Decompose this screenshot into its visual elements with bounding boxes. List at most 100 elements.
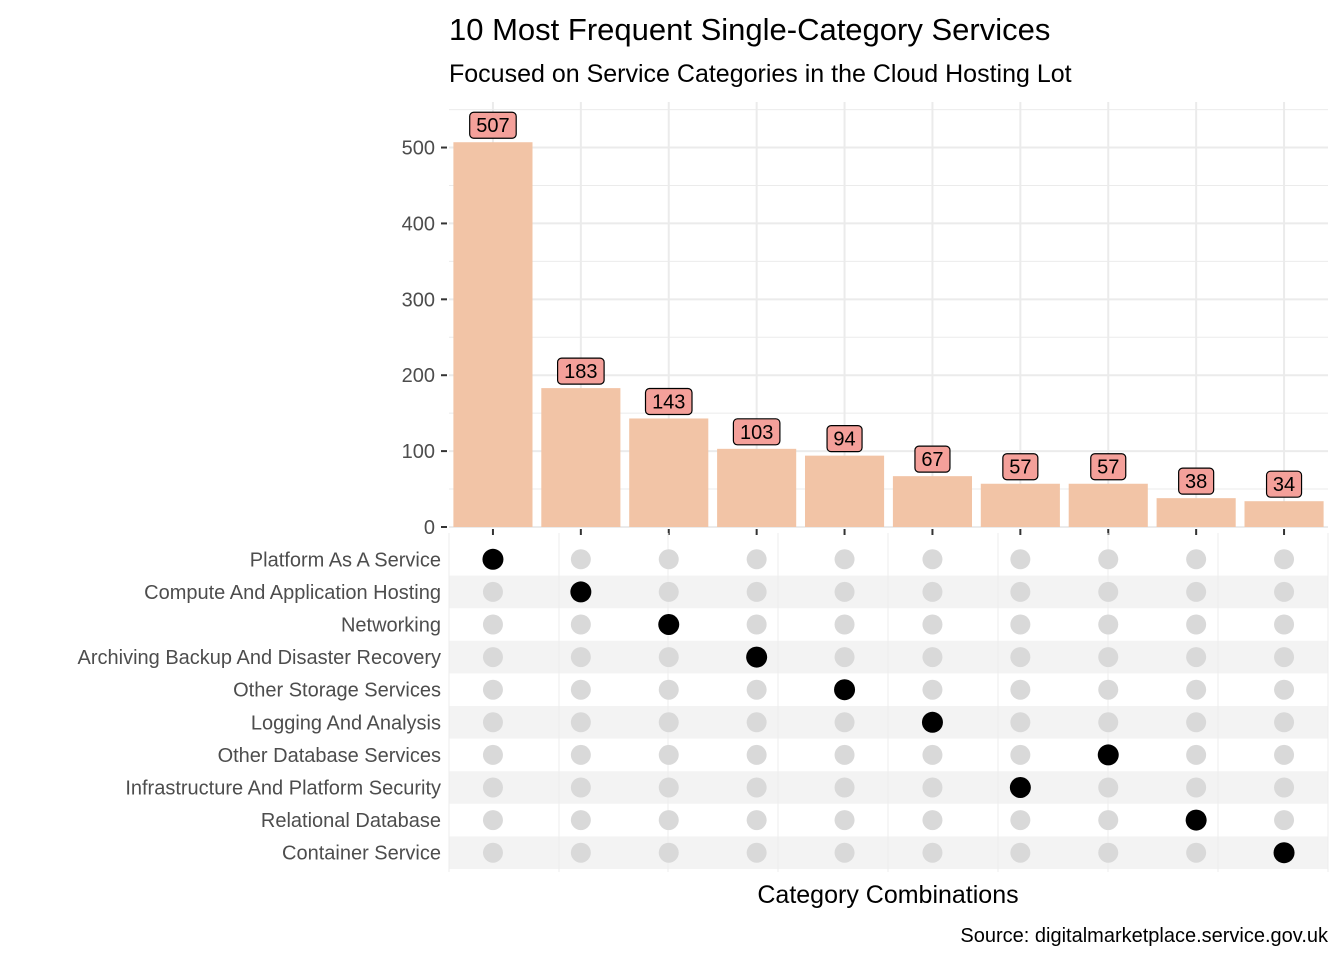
matrix-dot-inactive: [1010, 842, 1031, 863]
bar: [892, 476, 973, 527]
matrix-dot-inactive: [834, 842, 855, 863]
value-label: 103: [740, 422, 773, 444]
matrix-dot-inactive: [1274, 679, 1295, 700]
value-label: 67: [921, 449, 943, 471]
matrix-dot-inactive: [1098, 647, 1119, 668]
matrix-dot-inactive: [1274, 647, 1295, 668]
value-label: 34: [1273, 474, 1295, 496]
bar: [980, 483, 1060, 527]
category-label: Container Service: [282, 843, 441, 865]
matrix-dot-inactive: [834, 777, 855, 798]
matrix-dot-inactive: [1010, 647, 1031, 668]
matrix-dot-inactive: [1186, 647, 1207, 668]
matrix-dot-inactive: [922, 614, 943, 635]
matrix-dot-inactive: [834, 712, 855, 733]
matrix-dot-inactive: [1010, 614, 1031, 635]
category-label: Networking: [341, 615, 441, 637]
matrix-dot-inactive: [1186, 712, 1207, 733]
bar: [1068, 483, 1148, 527]
matrix-dot-inactive: [658, 549, 679, 570]
matrix-dot-inactive: [1186, 581, 1207, 602]
y-tick-label: 400: [402, 213, 435, 235]
matrix-dot-inactive: [922, 549, 943, 570]
matrix-dot-inactive: [1186, 679, 1207, 700]
matrix-dot-inactive: [746, 810, 767, 831]
value-label: 507: [476, 115, 509, 137]
value-label-box: [1178, 467, 1215, 495]
matrix-dot-inactive: [746, 842, 767, 863]
matrix-dot-inactive: [658, 842, 679, 863]
matrix-dot-inactive: [834, 744, 855, 765]
bar: [541, 388, 621, 527]
category-label: Relational Database: [261, 810, 441, 832]
bar: [1244, 501, 1324, 527]
matrix-dot-inactive: [834, 647, 855, 668]
matrix-dot-inactive: [1274, 549, 1295, 570]
category-label: Other Storage Services: [233, 680, 441, 702]
matrix-dot-active: [1185, 809, 1207, 831]
matrix-dot-inactive: [482, 581, 503, 602]
matrix-dot-inactive: [658, 647, 679, 668]
category-label: Logging And Analysis: [251, 712, 441, 734]
value-label-box: [1265, 470, 1303, 498]
value-label-box: [732, 418, 781, 446]
matrix-dot-inactive: [1274, 581, 1295, 602]
matrix-dot-inactive: [570, 810, 591, 831]
matrix-dot-inactive: [1010, 679, 1031, 700]
value-label: 57: [1009, 457, 1031, 479]
matrix-dot-inactive: [570, 777, 591, 798]
matrix-dot-active: [1097, 744, 1119, 766]
bar: [717, 448, 797, 527]
matrix-dot-inactive: [1098, 549, 1119, 570]
matrix-dot-inactive: [922, 810, 943, 831]
y-tick-label: 300: [402, 289, 435, 311]
matrix-dot-inactive: [1274, 744, 1295, 765]
matrix-dot-inactive: [922, 744, 943, 765]
matrix-dot-inactive: [922, 777, 943, 798]
value-label-box: [644, 387, 693, 416]
matrix-dot-inactive: [570, 647, 591, 668]
matrix-dot-inactive: [570, 614, 591, 635]
matrix-dot-active: [834, 679, 856, 701]
matrix-dot-inactive: [1010, 744, 1031, 765]
matrix-dot-inactive: [1098, 842, 1119, 863]
matrix-dot-inactive: [658, 712, 679, 733]
matrix-dot-inactive: [1274, 614, 1295, 635]
matrix-dot-inactive: [922, 842, 943, 863]
value-label-box: [1002, 453, 1039, 481]
value-label: 38: [1185, 471, 1207, 493]
matrix-dot-inactive: [482, 777, 503, 798]
bar: [629, 418, 709, 527]
value-label: 183: [564, 361, 597, 383]
bar-panel: 0 100 200 300 400 500 507 183 143 103 94 67 57 57 38 34: [402, 102, 1328, 539]
chart-caption: Source: digitalmarketplace.service.gov.u…: [960, 925, 1329, 947]
value-label-box: [1090, 453, 1127, 481]
matrix-dot-inactive: [1098, 679, 1119, 700]
matrix-dot-inactive: [834, 810, 855, 831]
matrix-dot-inactive: [482, 744, 503, 765]
matrix-dot-inactive: [746, 744, 767, 765]
matrix-dot-inactive: [482, 842, 503, 863]
matrix-dot-inactive: [482, 647, 503, 668]
category-label: Infrastructure And Platform Security: [125, 778, 441, 800]
matrix-dot-inactive: [482, 679, 503, 700]
matrix-dot-inactive: [1098, 712, 1119, 733]
matrix-dot-inactive: [746, 777, 767, 798]
matrix-dot-inactive: [658, 744, 679, 765]
matrix-dot-inactive: [1010, 581, 1031, 602]
bar: [1156, 498, 1236, 527]
matrix-dot-inactive: [834, 549, 855, 570]
matrix-dot-active: [921, 711, 943, 733]
value-label: 94: [833, 429, 855, 451]
y-tick-label: 100: [402, 441, 435, 463]
matrix-dot-inactive: [746, 712, 767, 733]
matrix-dot-inactive: [1186, 842, 1207, 863]
matrix-panel: Platform As A Service Compute And Applica…: [78, 533, 1329, 872]
value-label-box: [556, 357, 605, 385]
category-label: Platform As A Service: [250, 549, 441, 571]
matrix-dot-inactive: [1098, 777, 1119, 798]
matrix-dot-inactive: [1010, 549, 1031, 570]
matrix-dot-inactive: [746, 549, 767, 570]
y-tick-label: 200: [402, 365, 435, 387]
